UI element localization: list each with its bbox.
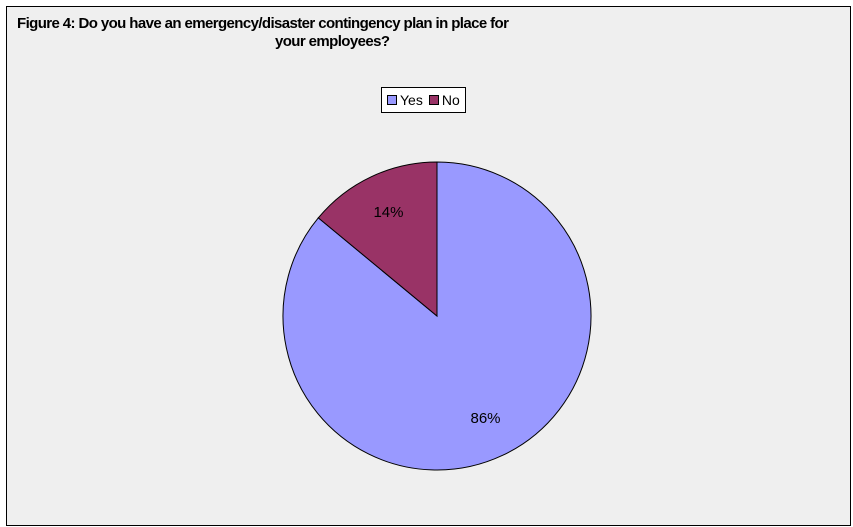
legend-label-no: No <box>441 92 460 108</box>
chart-frame: Figure 4: Do you have an emergency/disas… <box>6 6 851 526</box>
legend-item-yes: Yes <box>387 92 423 108</box>
chart-title-line-1: Figure 4: Do you have an emergency/disas… <box>17 15 509 32</box>
pie-label-yes: 86% <box>471 410 501 427</box>
chart-title-line-2: your employees? <box>275 33 390 50</box>
legend-item-no: No <box>428 92 460 108</box>
legend-label-yes: Yes <box>400 92 423 108</box>
chart-legend: Yes No <box>381 87 466 113</box>
pie-label-no: 14% <box>373 204 403 221</box>
chart-title: Figure 4: Do you have an emergency/disas… <box>17 15 717 51</box>
legend-swatch-no <box>428 95 439 105</box>
legend-swatch-yes <box>387 95 397 105</box>
pie-slice-no <box>317 161 438 318</box>
pie-chart: 86% 14% <box>282 161 592 471</box>
